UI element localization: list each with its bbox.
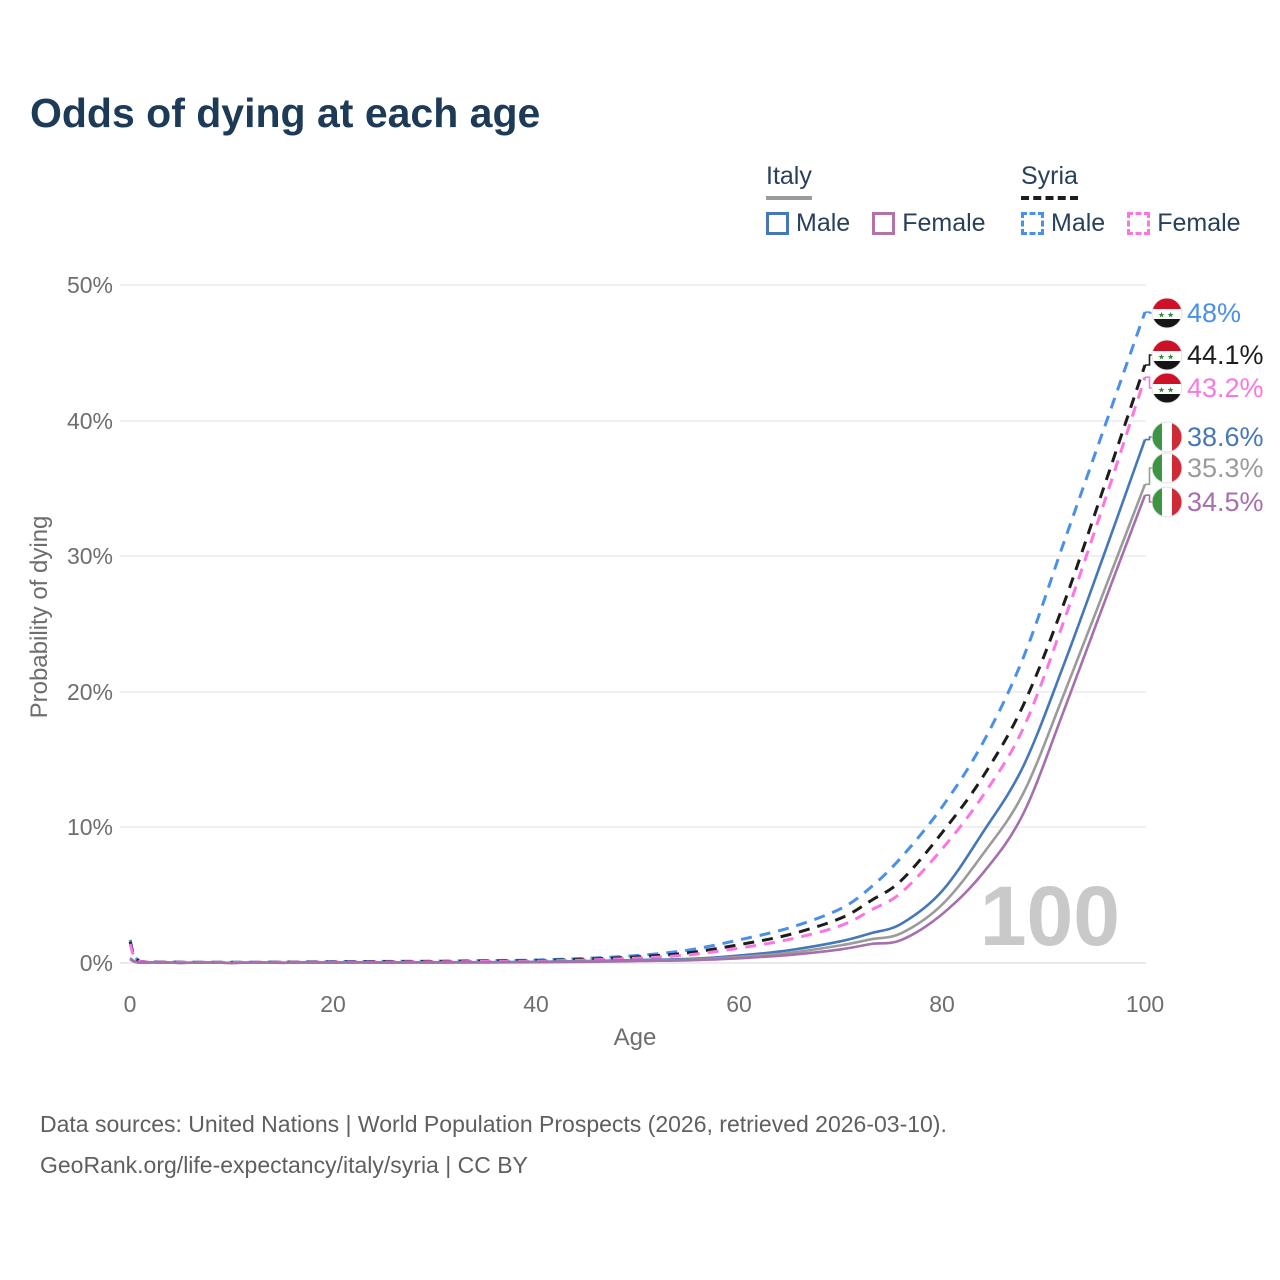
series-line-syria-female[interactable] <box>128 376 1147 964</box>
x-tick-20: 20 <box>320 991 346 1017</box>
x-tick-80: 80 <box>929 991 955 1017</box>
leader-line-syria-both <box>1145 354 1152 366</box>
legend-item-label: Female <box>902 209 986 237</box>
y-tick-0: 0% <box>80 950 113 976</box>
legend-group-italy: Italy Male Female <box>766 162 986 238</box>
svg-text:★★: ★★ <box>1158 386 1176 395</box>
x-tick-0: 0 <box>124 991 137 1017</box>
svg-text:★★: ★★ <box>1158 311 1176 320</box>
syria-flag-icon: ★★ <box>1152 373 1182 403</box>
italy-female-swatch-icon <box>872 212 896 235</box>
legend-item-italy-female[interactable]: Female <box>872 209 986 238</box>
legend-group-syria: Syria Male Female <box>1021 162 1241 238</box>
end-label-italy-both: 35.3% <box>1187 453 1264 483</box>
syria-flag-icon: ★★ <box>1152 298 1182 328</box>
end-label-italy-female: 34.5% <box>1187 487 1264 517</box>
y-tick-40: 40% <box>67 408 113 434</box>
leader-line-italy-both <box>1145 467 1152 486</box>
end-label-italy-male: 38.6% <box>1187 422 1264 452</box>
series-line-syria-male[interactable] <box>128 311 1147 964</box>
y-tick-10: 10% <box>67 814 113 840</box>
legend-item-label: Male <box>796 209 851 237</box>
age-counter-watermark: 100 <box>980 869 1120 963</box>
legend-country-syria[interactable]: Syria <box>1021 162 1078 200</box>
legend-item-label: Female <box>1157 209 1241 237</box>
leader-line-syria-female <box>1145 376 1152 389</box>
x-tick-40: 40 <box>523 991 549 1017</box>
legend-item-syria-female[interactable]: Female <box>1127 209 1241 238</box>
data-sources-line: Data sources: United Nations | World Pop… <box>40 1111 947 1137</box>
source-attribution: Data sources: United Nations | World Pop… <box>40 1104 947 1186</box>
y-axis-title: Probability of dying <box>26 516 53 719</box>
series-layer <box>128 311 1147 965</box>
italy-flag-icon <box>1152 487 1182 517</box>
legend-item-italy-male[interactable]: Male <box>766 209 850 238</box>
end-label-syria-male: 48% <box>1187 298 1241 328</box>
end-label-syria-female: 43.2% <box>1187 373 1264 403</box>
series-line-syria-both[interactable] <box>128 364 1147 964</box>
syria-male-swatch-icon <box>1021 212 1044 235</box>
syria-flag-icon: ★★ <box>1152 340 1182 370</box>
page-title: Odds of dying at each age <box>30 90 541 136</box>
series-line-italy-female[interactable] <box>129 494 1147 965</box>
legend-country-italy[interactable]: Italy <box>766 162 812 200</box>
x-tick-100: 100 <box>1126 991 1164 1017</box>
syria-female-swatch-icon <box>1127 212 1151 235</box>
italy-flag-icon <box>1152 453 1182 483</box>
legend-item-syria-male[interactable]: Male <box>1021 209 1105 238</box>
y-tick-30: 30% <box>67 543 113 569</box>
x-axis-title: Age <box>614 1024 657 1051</box>
italy-male-swatch-icon <box>766 212 789 235</box>
y-tick-50: 50% <box>67 272 113 298</box>
end-label-syria-both: 44.1% <box>1187 340 1264 370</box>
y-tick-20: 20% <box>67 679 113 705</box>
x-axis-ticks: 0 20 40 60 80 100 <box>124 991 1165 1017</box>
y-axis-ticks: 50% 40% 30% 20% 10% 0% <box>67 272 113 976</box>
leader-line-italy-male <box>1145 436 1152 441</box>
x-tick-60: 60 <box>726 991 752 1017</box>
leader-line-syria-male <box>1145 311 1152 314</box>
legend-item-label: Male <box>1051 209 1106 237</box>
leader-line-italy-female <box>1145 494 1152 503</box>
italy-flag-icon <box>1152 422 1182 452</box>
end-label-layer: ★★ 48% ★★ 44.1% ★★ 43.2% 38.6%35.3% 34.5% <box>1145 297 1264 518</box>
svg-text:★★: ★★ <box>1158 353 1176 362</box>
license-line: GeoRank.org/life-expectancy/italy/syria … <box>40 1152 528 1178</box>
